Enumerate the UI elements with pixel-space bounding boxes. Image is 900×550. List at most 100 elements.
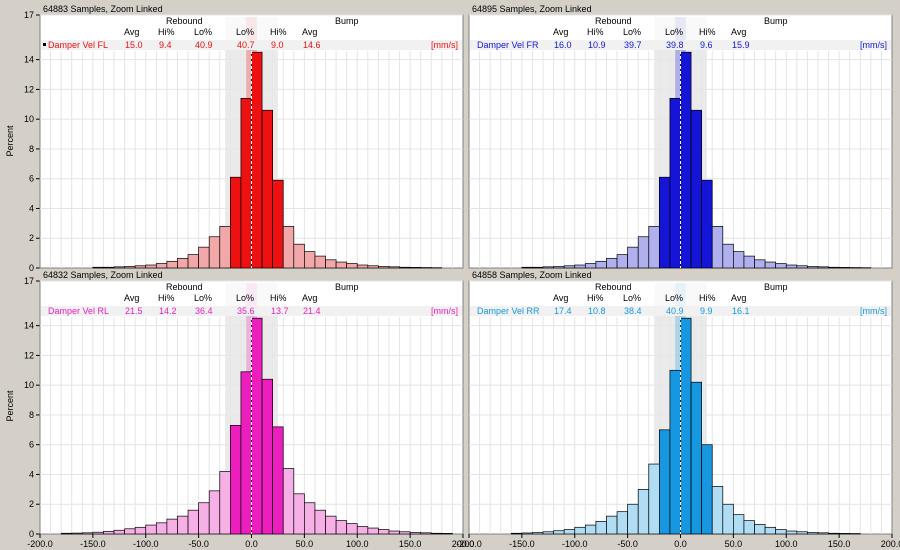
histogram-bar [124, 528, 136, 535]
stats-row-band [470, 306, 891, 316]
histogram-bar [314, 509, 326, 535]
unit-label: [mm/s] [860, 306, 887, 316]
stat-value: 9.0 [271, 40, 284, 50]
histogram-bar [92, 531, 104, 535]
histogram-bar [293, 243, 305, 269]
histogram-bar [785, 264, 798, 269]
unit-label: [mm/s] [431, 40, 458, 50]
histogram-bar [219, 225, 231, 269]
panel-fr-header: 64895 Samples, Zoom Linked [472, 4, 592, 14]
histogram-bar [796, 531, 808, 535]
y-tick-label: 4 [29, 203, 34, 213]
x-tick-label: 0.0 [674, 539, 687, 549]
histogram-bar [680, 317, 692, 535]
histogram-bar [346, 523, 358, 535]
histogram-bar [166, 518, 178, 535]
histogram-bar [103, 266, 115, 269]
histogram-bar [60, 532, 73, 535]
histogram-bar [532, 532, 544, 535]
stats-row-band [470, 40, 891, 50]
y-tick-label: 2 [29, 233, 34, 243]
histogram-bar [680, 51, 692, 269]
histogram-bar [510, 532, 523, 535]
x-tick-label: 150.0 [399, 539, 422, 549]
histogram-bar [595, 520, 607, 535]
panel-rr: 64858 Samples, Zoom Linked Rebound Bump Av… [468, 270, 893, 535]
stat-value: 39.7 [624, 40, 642, 50]
stat-column-header: Hi% [270, 293, 287, 303]
histogram-bar [606, 257, 618, 269]
y-tick-label: 8 [29, 410, 34, 420]
histogram-bar [838, 533, 851, 535]
rebound-header: Rebound [166, 282, 203, 292]
histogram-bar [356, 526, 369, 535]
stat-value: 15.0 [125, 40, 143, 50]
histogram-bar [314, 255, 326, 269]
histogram-bar [606, 515, 618, 535]
histogram-bar [430, 532, 443, 535]
stat-value: 40.9 [666, 306, 684, 316]
histogram-bar [420, 532, 432, 535]
histogram-bar [669, 97, 681, 269]
stat-column-header: Hi% [699, 293, 716, 303]
stat-value: 38.4 [624, 306, 642, 316]
y-axis-top: Percent 0 2 4 6 8 10 12 14 17 [5, 10, 40, 273]
histogram-bar [335, 520, 348, 535]
rebound-header: Rebound [166, 16, 203, 26]
histogram-bar [563, 529, 576, 535]
x-tick-label: -200.0 [456, 539, 482, 549]
stat-value: 40.7 [237, 40, 255, 50]
histogram-bar [807, 532, 819, 535]
y-tick-label: 14 [24, 321, 34, 331]
x-axis-left: -200.0 -150.0 -100.0 -50.0 0.0 50.0 100.0 150.0… [27, 534, 474, 549]
histogram-bar [711, 225, 724, 269]
histogram-bar [325, 259, 337, 269]
histogram-bar [553, 530, 565, 535]
histogram-bar [356, 264, 369, 269]
histogram-bar [198, 502, 210, 535]
histogram-bar [230, 425, 242, 535]
bump-header: Bump [764, 282, 788, 292]
histogram-bar [648, 463, 660, 535]
histogram-bar [219, 471, 231, 535]
stat-value: 16.0 [554, 40, 572, 50]
histogram-bar [113, 266, 125, 269]
histogram-bar [627, 246, 639, 269]
histogram-bar [563, 265, 576, 269]
histogram-bar [304, 251, 316, 269]
histogram-bar [817, 532, 829, 535]
y-tick-label: 12 [24, 350, 34, 360]
x-tick-label: -50.0 [188, 539, 209, 549]
histogram-bar [658, 176, 671, 269]
histogram-bar [733, 251, 745, 269]
stat-value: 21.4 [303, 306, 321, 316]
histogram-bar [230, 176, 242, 269]
stat-column-header: Lo% [665, 27, 683, 37]
stat-value: 10.8 [588, 306, 606, 316]
histogram-bar [208, 490, 221, 535]
histogram-bar [251, 51, 263, 269]
histogram-bar [658, 429, 671, 535]
stat-column-header: Hi% [587, 293, 604, 303]
histogram-bar [367, 527, 379, 535]
series-label: Damper Vel FR [477, 40, 539, 50]
histogram-bar [733, 514, 745, 535]
histogram-bar [346, 263, 358, 269]
y-tick-label: 17 [24, 10, 34, 20]
stat-value: 36.4 [195, 306, 213, 316]
histogram-bar [574, 264, 586, 269]
y-tick-label: 0 [29, 529, 34, 539]
histogram-bar [722, 243, 734, 269]
x-tick-label: 100.0 [775, 539, 798, 549]
histogram-bar [92, 266, 104, 269]
histogram-bar [282, 468, 295, 535]
rebound-header: Rebound [595, 282, 632, 292]
stat-value: 17.4 [554, 306, 572, 316]
unit-label: [mm/s] [860, 40, 887, 50]
bump-header: Bump [335, 282, 359, 292]
stat-value: 21.5 [125, 306, 143, 316]
histogram-bar [388, 530, 400, 535]
histogram-bar [145, 524, 157, 535]
stat-value: 35.6 [237, 306, 255, 316]
